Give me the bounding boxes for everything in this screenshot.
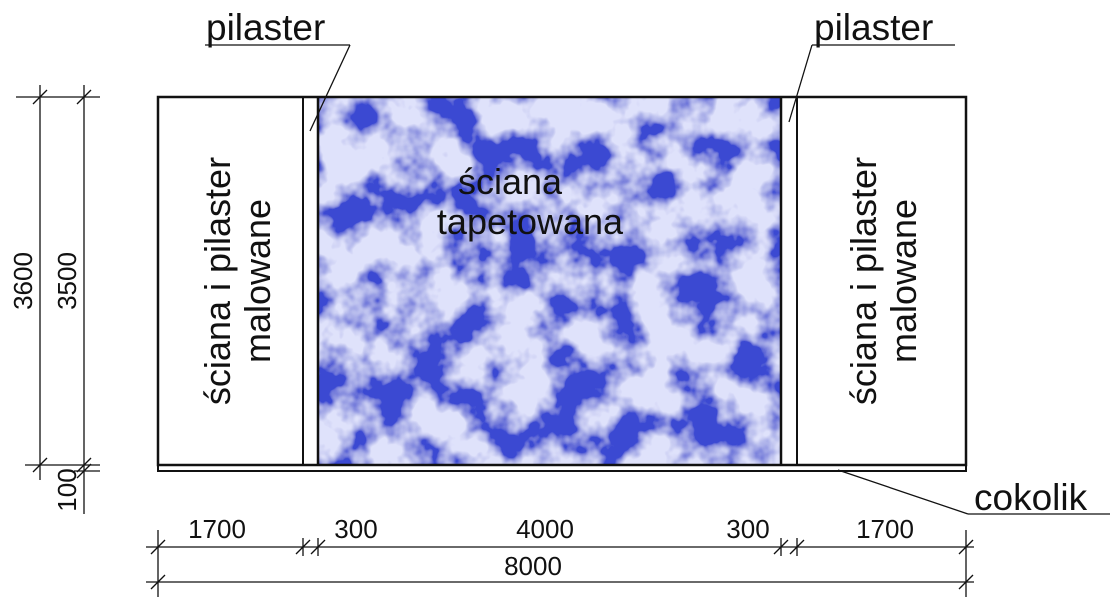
- label-left-panel-line-1: ściana i pilaster: [197, 157, 238, 405]
- dim-label-width-4: 300: [726, 514, 769, 544]
- dim-label-width-1: 1700: [188, 514, 246, 544]
- tick-3500-top: [76, 89, 92, 105]
- label-left-panel-line-2: malowane: [237, 199, 278, 363]
- label-right-panel-line-2: malowane: [883, 199, 924, 363]
- tick-3600-bottom: [32, 457, 48, 473]
- tick-158-b: [150, 574, 166, 590]
- label-wallpaper-line-2: tapetowana: [437, 201, 624, 242]
- label-left-panel: ściana i pilaster malowane: [197, 157, 278, 405]
- label-pilaster-left: pilaster: [206, 7, 325, 48]
- label-right-panel-line-1: ściana i pilaster: [843, 157, 884, 405]
- tick-966-a: [958, 539, 974, 555]
- dim-label-3600-group: 3600: [8, 252, 38, 310]
- label-wallpaper-line-1: ściana: [458, 161, 563, 202]
- dim-label-100-group: 100: [52, 468, 82, 511]
- horizontal-dimensions: [146, 530, 974, 597]
- tick-781: [773, 539, 789, 555]
- tick-318: [310, 539, 326, 555]
- dim-label-3500: 3500: [52, 252, 82, 310]
- tick-158-a: [150, 539, 166, 555]
- leader-plinth: [837, 469, 969, 515]
- tick-3500-bottom: [76, 457, 92, 473]
- dim-label-width-3: 4000: [516, 514, 574, 544]
- label-right-panel: ściana i pilaster malowane: [843, 157, 924, 405]
- leader-pilaster-right: [788, 44, 813, 123]
- label-pilaster-right: pilaster: [814, 7, 933, 48]
- tick-303: [295, 539, 311, 555]
- dim-label-width-2: 300: [334, 514, 377, 544]
- dim-label-3600: 3600: [8, 252, 38, 310]
- tick-3600-top: [32, 89, 48, 105]
- leader-lines: [205, 44, 1110, 515]
- leader-pilaster-left: [309, 44, 351, 132]
- tick-966-b: [958, 574, 974, 590]
- wallpaper-fill: [318, 97, 781, 465]
- tick-100-bottom: [76, 463, 92, 479]
- wall-outline: [156, 95, 968, 472]
- vertical-dimensions: [16, 85, 100, 514]
- dim-label-width-5: 1700: [856, 514, 914, 544]
- plinth: [157, 464, 967, 472]
- tick-797: [789, 539, 805, 555]
- dim-label-overall: 8000: [504, 551, 562, 581]
- label-plinth: cokolik: [974, 477, 1088, 518]
- dim-label-3500-group: 3500: [52, 252, 82, 310]
- dim-label-100: 100: [52, 468, 82, 511]
